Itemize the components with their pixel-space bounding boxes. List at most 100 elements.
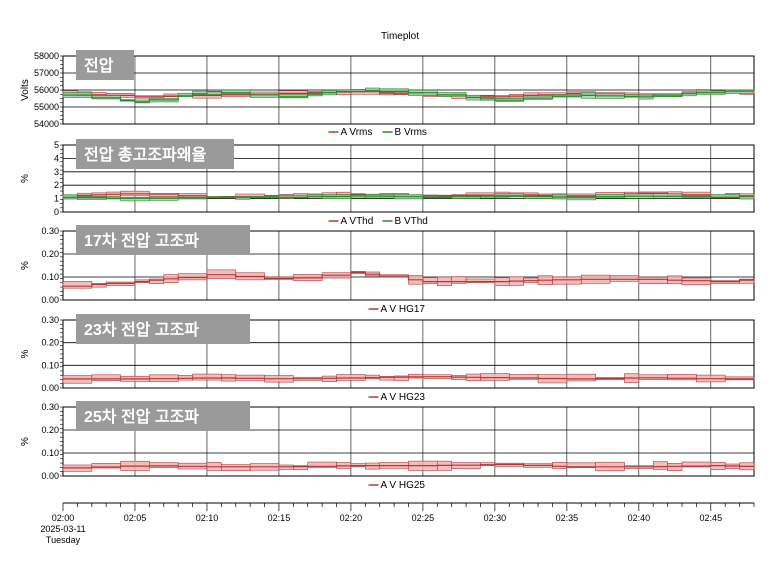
- data-band: [552, 276, 582, 285]
- plot-frame: [62, 319, 755, 389]
- y-tick-label: 1: [54, 194, 59, 204]
- panel-badge: 전압: [76, 50, 134, 80]
- y-tick-label: 57000: [34, 68, 59, 78]
- badge-text: 전압 총고조파왜율: [84, 146, 206, 164]
- y-tick-label: 5: [54, 140, 59, 150]
- y-tick-label: 56000: [34, 85, 59, 95]
- data-band: [652, 193, 683, 198]
- y-axis-label: %: [20, 349, 31, 358]
- legend: A VThd B VThd: [328, 216, 428, 227]
- y-tick-label: 4: [54, 153, 59, 163]
- data-band: [566, 373, 596, 382]
- series-b-vthd: [62, 193, 755, 202]
- y-tick-label: 0.00: [41, 383, 59, 393]
- x-tick-label: 02:10: [196, 513, 219, 523]
- y-tick-label: 0.00: [41, 295, 59, 305]
- badge-text: 23차 전압 고조파: [84, 321, 199, 339]
- data-band: [494, 193, 524, 198]
- y-tick-label: 58000: [34, 51, 59, 61]
- panel-badge: 25차 전압 고조파: [76, 401, 250, 431]
- panel-badge: 전압 총고조파왜율: [76, 139, 234, 169]
- y-tick-label: 0.30: [41, 402, 59, 412]
- legend: A V HG17: [368, 304, 426, 315]
- x-tick-label: 02:45: [700, 513, 723, 523]
- legend-label: A V HG25: [381, 480, 426, 491]
- data-band: [422, 277, 438, 285]
- panel-badge: 23차 전압 고조파: [76, 314, 250, 344]
- data-band: [221, 464, 251, 472]
- data-band: [91, 374, 121, 381]
- data-band: [652, 461, 668, 470]
- series-line: [63, 376, 754, 380]
- badge-background: [76, 314, 250, 344]
- legend-label: A V HG23: [381, 392, 426, 403]
- y-tick-label: 0.10: [41, 360, 59, 370]
- data-band: [552, 462, 568, 469]
- data-band: [638, 276, 668, 285]
- panel-badge: 17차 전압 고조파: [76, 225, 250, 255]
- data-band: [480, 373, 510, 381]
- data-band: [177, 273, 208, 281]
- series-b-vrms: [62, 87, 755, 104]
- y-tick-label: 0.10: [41, 272, 59, 282]
- y-axis-label: %: [20, 174, 31, 183]
- badge-text: 전압: [84, 57, 114, 75]
- y-tick-label: 0.20: [41, 425, 59, 435]
- y-tick-label: 0.20: [41, 338, 59, 348]
- y-axis-label: %: [20, 261, 31, 270]
- series-a-v-hg25: [62, 460, 755, 472]
- badge-text: 17차 전압 고조파: [84, 232, 199, 250]
- y-tick-label: 0.30: [41, 315, 59, 325]
- badge-text: 25차 전압 고조파: [84, 408, 199, 426]
- chart-panel-4: 0.30 0.20 0.10 0.00% A V HG23 23차 전압 고조파: [20, 314, 755, 403]
- y-tick-label: 55000: [34, 102, 59, 112]
- chart-panel-1: 58000 57000 56000 55000 54000 Volts A Vrms B Vr…: [20, 50, 755, 138]
- x-tick-label: 02:15: [268, 513, 291, 523]
- series-a-v-hg17: [62, 269, 755, 289]
- legend-label: B VThd: [395, 216, 428, 227]
- badge-background: [76, 401, 250, 431]
- series-a-v-hg23: [62, 373, 755, 384]
- y-tick-label: 0.10: [41, 448, 59, 458]
- x-tick-label: 02:25: [412, 513, 435, 523]
- y-tick-label: 0.00: [41, 471, 59, 481]
- x-tick-label: 02:05: [124, 513, 147, 523]
- x-tick-label: 02:40: [628, 513, 651, 523]
- x-axis-weekday: Tuesday: [46, 535, 81, 545]
- series-line: [63, 271, 754, 287]
- y-tick-label: 54000: [34, 119, 59, 129]
- badge-background: [76, 50, 134, 80]
- plot-frame: [62, 406, 755, 477]
- data-band: [451, 276, 467, 284]
- legend-label: A V HG17: [381, 304, 426, 315]
- data-band: [667, 373, 697, 381]
- y-tick-label: 2: [54, 180, 59, 190]
- y-tick-label: 0.30: [41, 226, 59, 236]
- y-axis-label: Volts: [20, 79, 31, 101]
- chart-panel-2: 5 4 3 2 1 0% A VThd B VThd 전압 총고조파왜율: [20, 139, 755, 227]
- legend-label: A Vrms: [341, 127, 373, 138]
- x-axis-date: 2025-03-11: [40, 524, 85, 534]
- y-axis-label: %: [20, 437, 31, 446]
- plot-frame: [62, 230, 755, 301]
- legend: A Vrms B Vrms: [328, 127, 427, 138]
- x-tick-label: 02:35: [556, 513, 579, 523]
- y-tick-label: 0.20: [41, 249, 59, 259]
- badge-background: [76, 139, 234, 169]
- legend: A V HG23: [368, 392, 426, 403]
- x-tick-label: 02:30: [484, 513, 507, 523]
- chart-panel-5: 0.30 0.20 0.10 0.00% A V HG25 25차 전압 고조파: [20, 401, 755, 491]
- x-tick-label: 02:00: [52, 513, 75, 523]
- chart-title: Timeplot: [381, 31, 419, 42]
- data-band: [667, 463, 683, 471]
- data-band: [609, 275, 640, 282]
- data-band: [149, 462, 179, 468]
- data-band: [681, 277, 712, 286]
- series-line: [63, 90, 754, 103]
- x-tick-label: 02:20: [340, 513, 363, 523]
- series-line: [63, 463, 754, 469]
- data-band: [408, 373, 424, 379]
- legend-label: B Vrms: [395, 127, 427, 138]
- series-line: [63, 195, 754, 199]
- chart-panel-3: 0.30 0.20 0.10 0.00% A V HG17 17차 전압 고조파: [20, 225, 755, 315]
